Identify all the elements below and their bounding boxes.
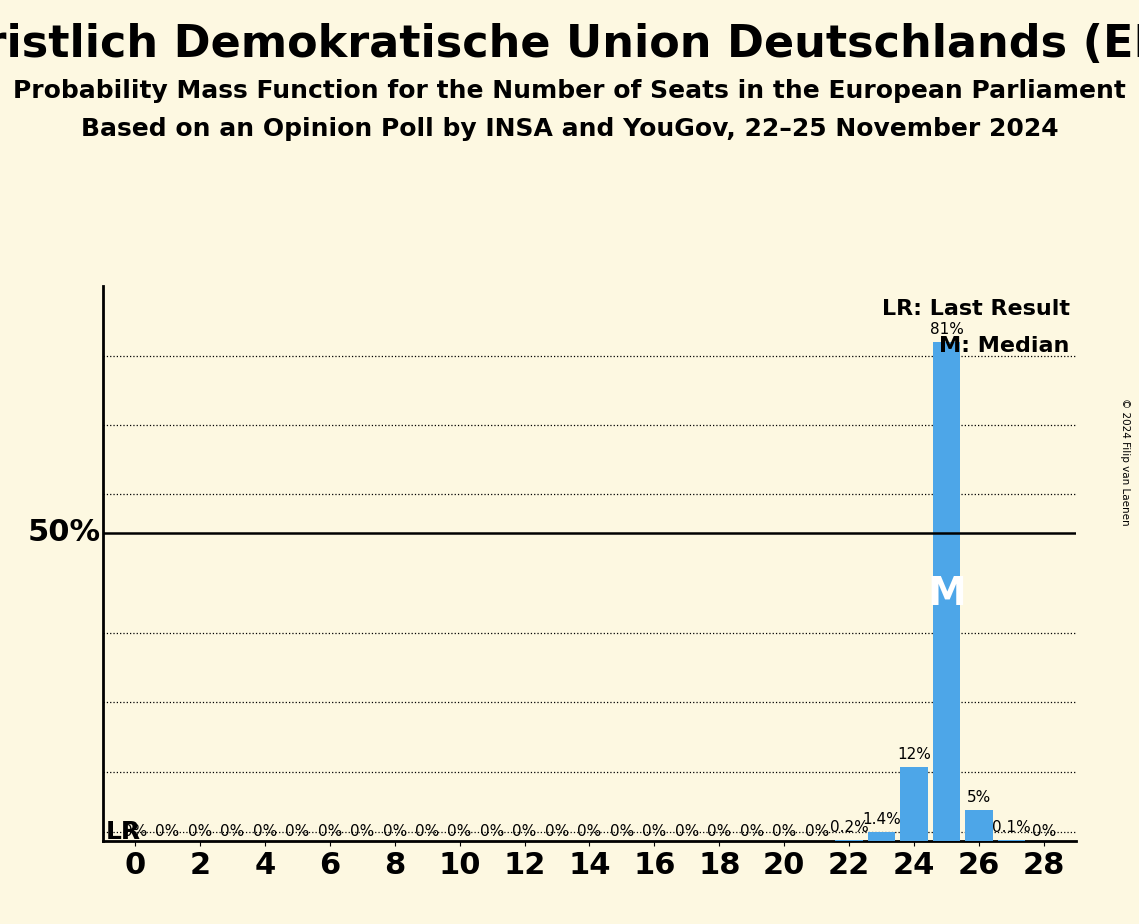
Text: 0%: 0% — [739, 824, 764, 839]
Text: 0%: 0% — [480, 824, 505, 839]
Text: 0%: 0% — [285, 824, 310, 839]
Text: 0.1%: 0.1% — [992, 821, 1031, 835]
Text: 0%: 0% — [674, 824, 699, 839]
Text: M: Median: M: Median — [940, 335, 1070, 356]
Text: M: M — [927, 576, 966, 614]
Text: © 2024 Filip van Laenen: © 2024 Filip van Laenen — [1121, 398, 1130, 526]
Text: 0%: 0% — [577, 824, 601, 839]
Text: LR: LR — [106, 820, 141, 844]
Bar — [900, 767, 928, 841]
Bar — [965, 810, 993, 841]
Text: 0%: 0% — [707, 824, 731, 839]
Bar — [868, 833, 895, 841]
Text: 0%: 0% — [188, 824, 212, 839]
Text: 0%: 0% — [123, 824, 147, 839]
Bar — [835, 840, 863, 841]
Text: 0%: 0% — [415, 824, 440, 839]
Text: 81%: 81% — [929, 322, 964, 337]
Text: 50%: 50% — [27, 518, 101, 547]
Text: Christlich Demokratische Union Deutschlands (EPP): Christlich Demokratische Union Deutschla… — [0, 23, 1139, 67]
Text: 0%: 0% — [609, 824, 634, 839]
Text: 0%: 0% — [318, 824, 342, 839]
Text: 0%: 0% — [544, 824, 570, 839]
Text: 0%: 0% — [804, 824, 829, 839]
Text: 0%: 0% — [253, 824, 277, 839]
Text: LR: Last Result: LR: Last Result — [882, 298, 1070, 319]
Text: 0%: 0% — [220, 824, 245, 839]
Text: 0.2%: 0.2% — [829, 820, 869, 834]
Text: 0%: 0% — [1032, 824, 1056, 839]
Text: 1.4%: 1.4% — [862, 812, 901, 827]
Text: 0%: 0% — [772, 824, 796, 839]
Text: Probability Mass Function for the Number of Seats in the European Parliament: Probability Mass Function for the Number… — [13, 79, 1126, 103]
Text: 0%: 0% — [350, 824, 375, 839]
Text: 0%: 0% — [642, 824, 666, 839]
Text: 0%: 0% — [155, 824, 180, 839]
Text: 5%: 5% — [967, 790, 991, 805]
Text: 0%: 0% — [448, 824, 472, 839]
Text: 0%: 0% — [513, 824, 536, 839]
Bar — [933, 342, 960, 841]
Text: Based on an Opinion Poll by INSA and YouGov, 22–25 November 2024: Based on an Opinion Poll by INSA and You… — [81, 117, 1058, 141]
Text: 0%: 0% — [383, 824, 407, 839]
Text: 12%: 12% — [898, 747, 931, 762]
